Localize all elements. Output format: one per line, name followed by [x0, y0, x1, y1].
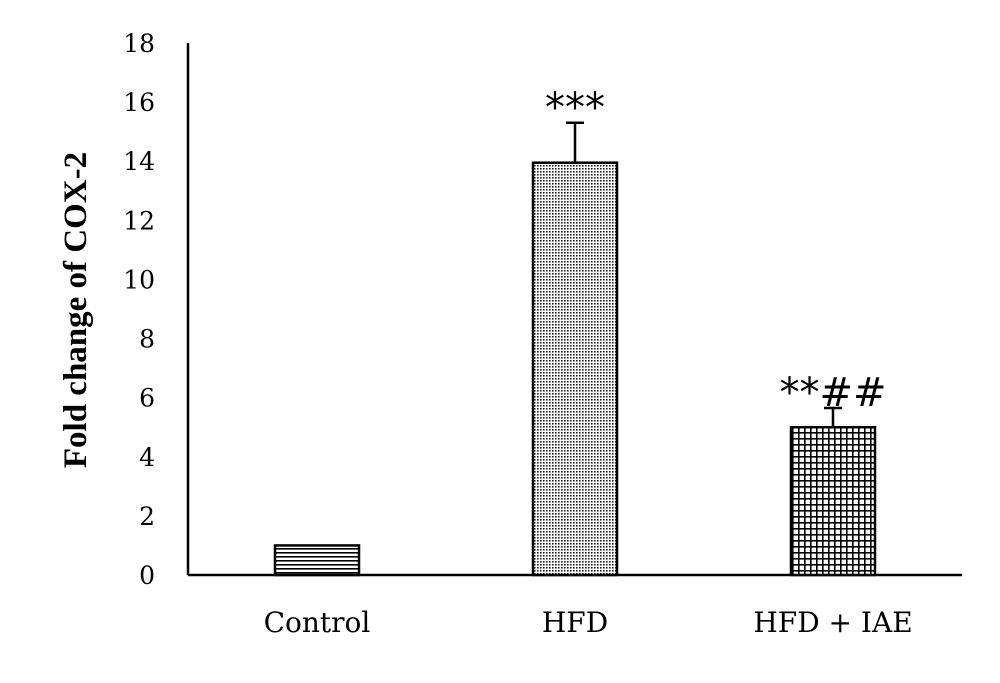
x-tick-label: HFD + IAE [753, 606, 912, 639]
y-tick-label: 12 [123, 206, 155, 235]
y-tick-label: 16 [123, 88, 155, 117]
x-tick-label: Control [264, 606, 371, 639]
x-tick-label: HFD [542, 606, 608, 639]
bar-hfd-iae [789, 425, 877, 577]
y-tick-label: 10 [123, 265, 155, 294]
x-axis: Control HFD HFD + IAE [188, 573, 962, 639]
y-tick-label: 14 [123, 147, 155, 176]
significance-annotations: *** **## [545, 85, 887, 416]
significance-label: **## [779, 370, 886, 416]
bars [273, 161, 877, 577]
bar-hfd [531, 161, 619, 577]
y-axis: 0 2 4 6 8 10 12 14 16 18 [123, 29, 190, 590]
y-tick-label: 8 [139, 325, 155, 354]
error-bars [566, 121, 842, 428]
y-tick-label: 4 [139, 443, 155, 472]
y-tick-label: 18 [123, 29, 155, 58]
bar-control [273, 544, 361, 577]
y-tick-label: 0 [139, 561, 155, 590]
y-tick-label: 2 [139, 502, 155, 531]
significance-label: *** [545, 85, 605, 131]
y-axis-label: Fold change of COX-2 [58, 152, 94, 468]
y-tick-label: 6 [139, 384, 155, 413]
